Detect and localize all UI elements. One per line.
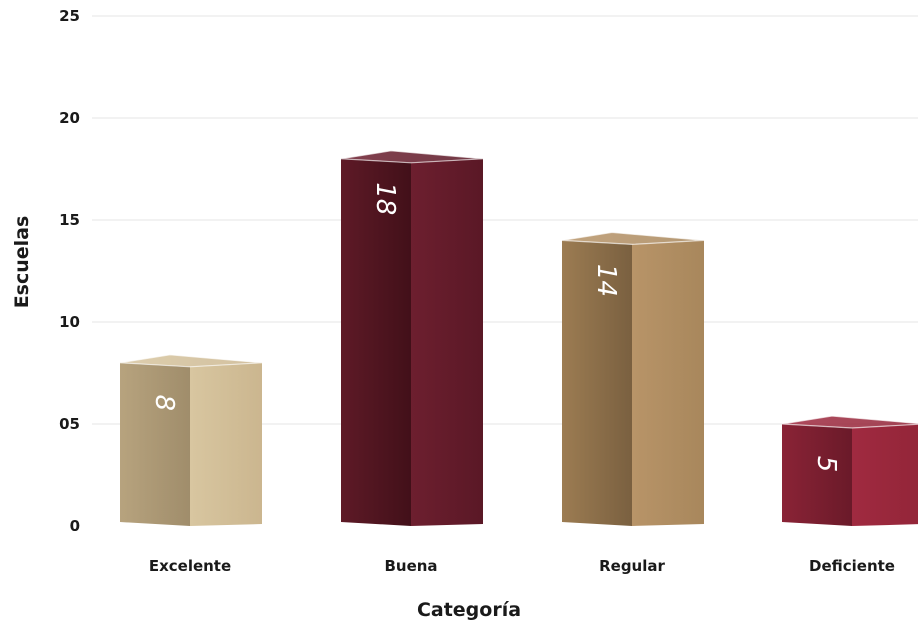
bar-side-face: [411, 158, 483, 527]
bar-front-face: [782, 424, 852, 526]
x-axis-title: Categoría: [417, 599, 521, 621]
bar-side-face: [190, 362, 262, 526]
bar-side-face: [632, 240, 704, 526]
x-tick-label: Buena: [384, 557, 437, 575]
y-tick-label: 05: [59, 415, 80, 433]
bar-value-label: 14: [591, 264, 621, 297]
y-tick-label: 20: [59, 109, 80, 127]
bar-value-label: 5: [811, 456, 841, 473]
bar-top-cap: [119, 354, 263, 368]
bar-side-face: [852, 424, 918, 526]
bar-top-cap: [340, 150, 484, 164]
bar-front-face: [562, 240, 632, 526]
x-axis-ticks: Excelente Buena Regular Deficiente: [149, 557, 895, 575]
bar: 5: [781, 415, 918, 526]
bar: 8: [119, 354, 263, 526]
bar-front-face: [341, 158, 411, 527]
y-axis-title: Escuelas: [11, 216, 33, 309]
y-axis-ticks: 0 05 10 15 20 25: [59, 7, 80, 535]
bar: 14: [561, 231, 705, 526]
bar-top-cap: [561, 231, 705, 246]
y-tick-label: 25: [59, 7, 80, 25]
gridlines: [92, 15, 918, 425]
bar-front-face: [120, 362, 190, 526]
y-tick-label: 10: [59, 313, 80, 331]
bar: 18: [340, 150, 484, 527]
bar-value-label: 8: [149, 395, 179, 412]
x-tick-label: Excelente: [149, 557, 231, 575]
bar-value-label: 18: [370, 182, 400, 215]
bars: 8 18 14 5: [119, 150, 918, 527]
y-tick-label: 15: [59, 211, 80, 229]
y-tick-label: 0: [70, 517, 80, 535]
bar-top-cap: [781, 415, 918, 429]
x-tick-label: Regular: [599, 557, 665, 575]
x-tick-label: Deficiente: [809, 557, 895, 575]
